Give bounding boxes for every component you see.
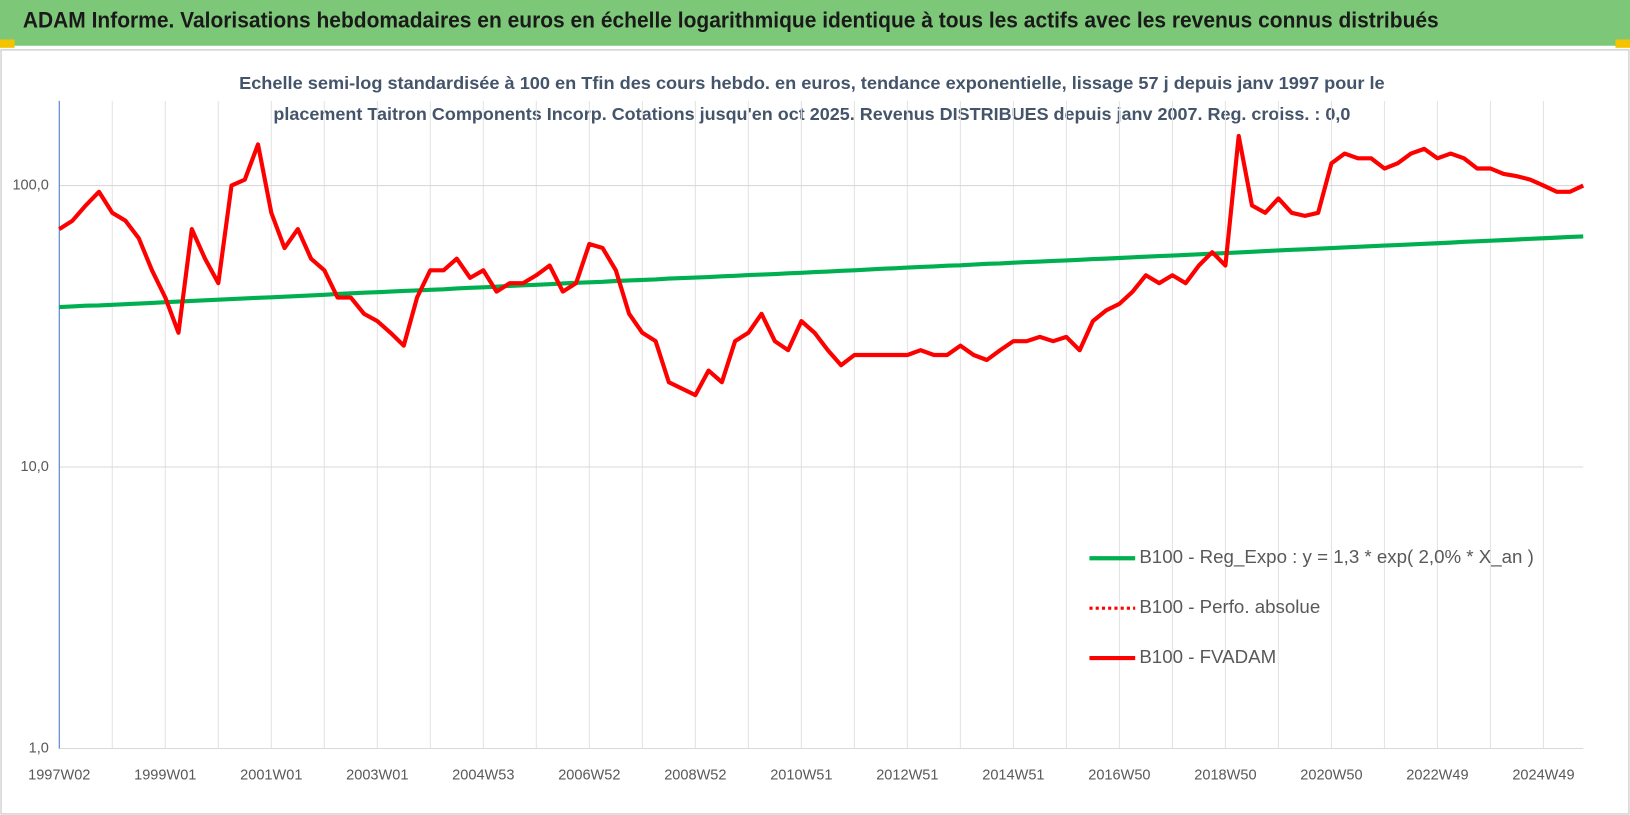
x-tick-label: 2024W49 [1512, 767, 1574, 783]
x-tick-label: 2010W51 [770, 767, 832, 783]
corner-mark [0, 39, 15, 48]
chart-border [0, 49, 1630, 815]
x-tick-label: 2003W01 [346, 767, 408, 783]
legend-label: B100 - FVADAM [1139, 646, 1276, 667]
legend-label: B100 - Perfo. absolue [1139, 596, 1320, 617]
x-tick-label: 2020W50 [1300, 767, 1362, 783]
x-tick-label: 2004W53 [452, 767, 514, 783]
legend-label: B100 - Reg_Expo : y = 1,3 * exp( 2,0% * … [1139, 546, 1534, 568]
x-tick-label: 2018W50 [1194, 767, 1256, 783]
x-tick-label: 2006W52 [558, 767, 620, 783]
chart-subtitle: placement Taitron Components Incorp. Cot… [273, 104, 1350, 124]
y-tick-label: 10,0 [21, 459, 49, 475]
x-tick-label: 1999W01 [134, 767, 196, 783]
y-tick-label: 1,0 [29, 740, 49, 756]
chart-subtitle: Echelle semi-log standardisée à 100 en T… [239, 73, 1385, 93]
page-title: ADAM Informe. Valorisations hebdomadaire… [23, 8, 1439, 33]
y-tick-label: 100,0 [12, 177, 48, 193]
x-tick-label: 2014W51 [982, 767, 1044, 783]
x-tick-label: 2022W49 [1406, 767, 1468, 783]
x-tick-label: 2008W52 [664, 767, 726, 783]
series-line [59, 234, 1584, 310]
x-tick-label: 2016W50 [1088, 767, 1150, 783]
x-tick-label: 2001W01 [240, 767, 302, 783]
x-tick-label: 2012W51 [876, 767, 938, 783]
corner-mark [1615, 39, 1630, 48]
header-bar [0, 0, 1630, 46]
x-tick-label: 1997W02 [28, 767, 90, 783]
series-line [58, 133, 1585, 398]
